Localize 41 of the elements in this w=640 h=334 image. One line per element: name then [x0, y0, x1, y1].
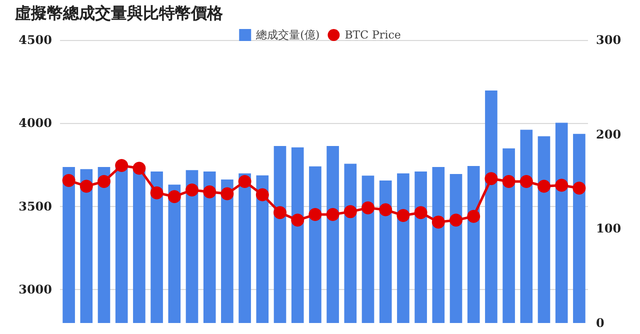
- y2-tick-label: 200: [596, 127, 622, 142]
- point: [467, 210, 480, 223]
- point: [203, 185, 216, 198]
- point: [98, 175, 110, 188]
- chart-title: 虛擬幣總成交量與比特幣價格: [14, 4, 224, 22]
- point: [379, 203, 392, 216]
- point: [62, 174, 76, 188]
- point: [238, 175, 252, 188]
- y2-tick-label: 0: [596, 316, 604, 330]
- point: [414, 206, 428, 220]
- point: [484, 172, 498, 186]
- point: [362, 201, 374, 214]
- point: [274, 206, 286, 220]
- point: [80, 180, 93, 193]
- point: [572, 182, 586, 195]
- legend-label: 總成交量(億): [255, 28, 320, 42]
- point: [520, 175, 533, 188]
- point: [186, 183, 198, 196]
- point: [538, 180, 550, 193]
- y-tick-label: 4000: [18, 116, 52, 130]
- point: [132, 162, 146, 175]
- point: [502, 175, 516, 188]
- point: [326, 208, 340, 222]
- point: [220, 187, 234, 200]
- legend-label: BTC Price: [344, 28, 401, 42]
- point: [555, 178, 568, 192]
- point: [308, 208, 322, 222]
- y2-tick-label: 300: [596, 33, 622, 47]
- point: [168, 190, 181, 204]
- point: [432, 216, 445, 229]
- point: [115, 158, 128, 172]
- point: [256, 188, 269, 202]
- point: [150, 186, 164, 200]
- point: [450, 214, 462, 227]
- y-tick-label: 3000: [18, 282, 52, 297]
- point: [291, 214, 304, 227]
- y-tick-label: 4500: [18, 33, 52, 47]
- y-tick-label: 3500: [18, 199, 52, 214]
- y2-tick-label: 100: [596, 222, 622, 236]
- point: [344, 205, 357, 218]
- point: [396, 208, 410, 222]
